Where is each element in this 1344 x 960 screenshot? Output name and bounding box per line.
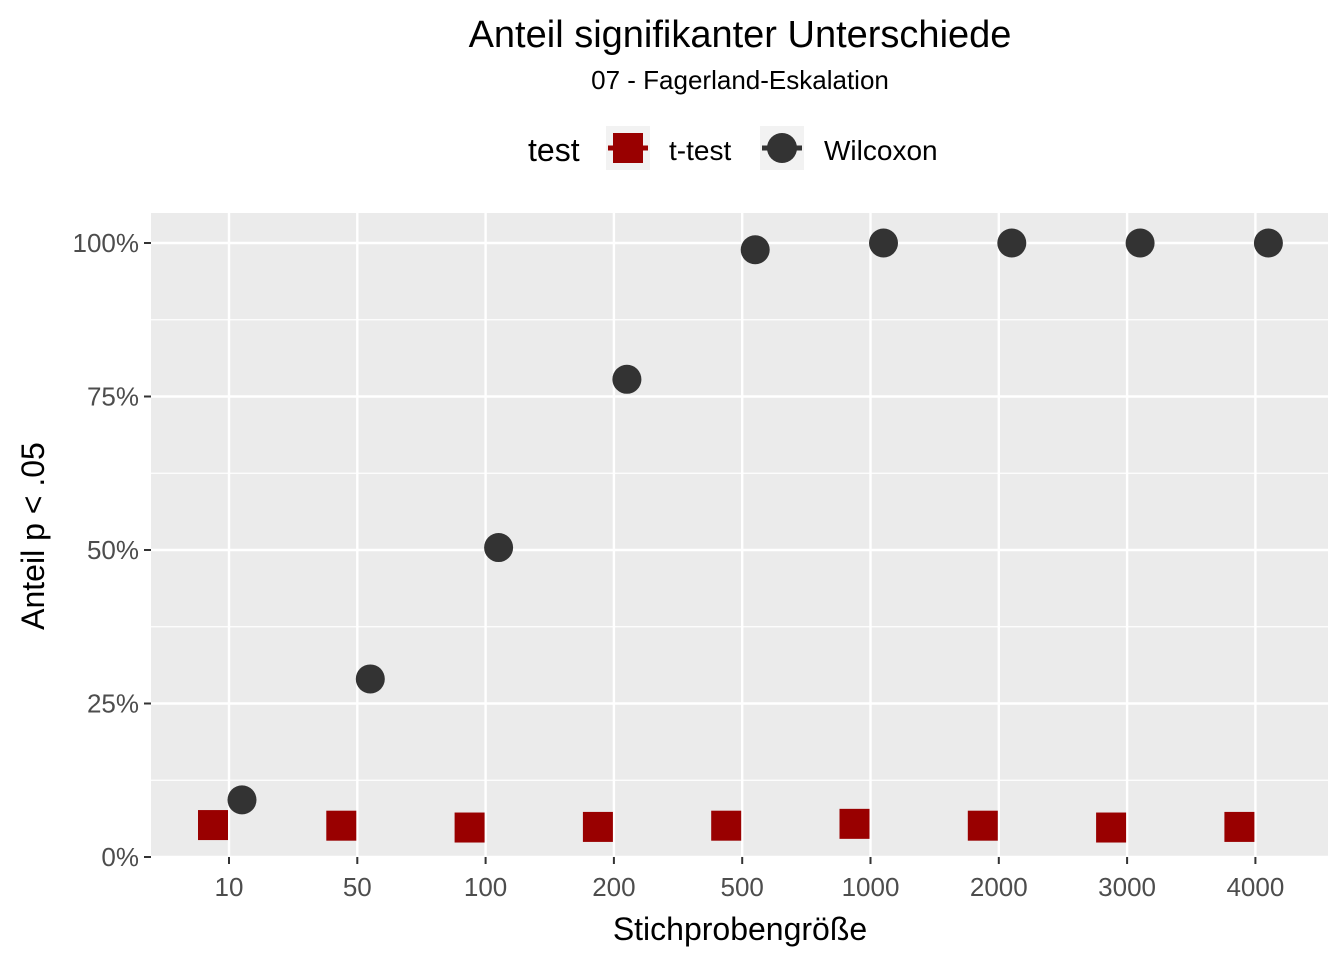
point-wilcoxon <box>997 228 1027 258</box>
legend-symbol-wilcoxon <box>767 133 797 163</box>
point-wilcoxon <box>1253 228 1283 258</box>
x-tick-label: 4000 <box>1226 872 1284 902</box>
point-t-test <box>839 808 870 839</box>
point-t-test <box>711 810 742 841</box>
x-tick-label: 1000 <box>842 872 900 902</box>
y-tick-label: 25% <box>87 689 139 719</box>
point-wilcoxon <box>227 785 257 815</box>
y-tick-label: 100% <box>73 228 140 258</box>
chart-title: Anteil signifikanter Unterschiede <box>469 14 1012 56</box>
point-wilcoxon <box>740 235 770 265</box>
legend: test t-test Wilcoxon <box>528 126 938 170</box>
point-t-test <box>326 810 357 841</box>
point-t-test <box>967 810 998 841</box>
x-axis-title: Stichprobengröße <box>613 911 867 947</box>
plot-panel <box>151 213 1328 857</box>
point-t-test <box>454 812 485 843</box>
point-wilcoxon <box>1125 228 1155 258</box>
axis-ticks <box>144 242 1257 864</box>
x-tick-label: 500 <box>721 872 764 902</box>
x-tick-label: 50 <box>343 872 372 902</box>
y-tick-label: 75% <box>87 382 139 412</box>
y-tick-label: 50% <box>87 535 139 565</box>
point-t-test <box>198 810 228 841</box>
x-tick-label: 200 <box>592 872 635 902</box>
chart-subtitle: 07 - Fagerland-Eskalation <box>591 65 889 95</box>
x-tick-label: 2000 <box>970 872 1028 902</box>
point-t-test <box>1096 812 1127 843</box>
point-wilcoxon <box>612 364 642 394</box>
point-wilcoxon <box>484 533 514 563</box>
legend-label-wilcoxon: Wilcoxon <box>824 135 938 166</box>
point-t-test <box>1224 811 1255 842</box>
legend-label-t-test: t-test <box>669 135 731 166</box>
point-wilcoxon <box>869 228 898 258</box>
x-tick-label: 10 <box>215 872 244 902</box>
data-points <box>198 228 1283 843</box>
legend-symbol-t-test <box>613 133 643 163</box>
tick-labels: 0% 25% 50% 75% 100% 10 50 100 200 500 1000 2000 3000… <box>73 228 1285 902</box>
point-t-test <box>582 811 613 842</box>
gridlines <box>151 213 1328 859</box>
y-tick-label: 0% <box>101 842 139 872</box>
point-wilcoxon <box>355 664 385 694</box>
x-tick-label: 100 <box>464 872 507 902</box>
y-axis-title: Anteil p < .05 <box>15 442 51 630</box>
x-tick-label: 3000 <box>1098 872 1156 902</box>
legend-title: test <box>528 132 580 168</box>
